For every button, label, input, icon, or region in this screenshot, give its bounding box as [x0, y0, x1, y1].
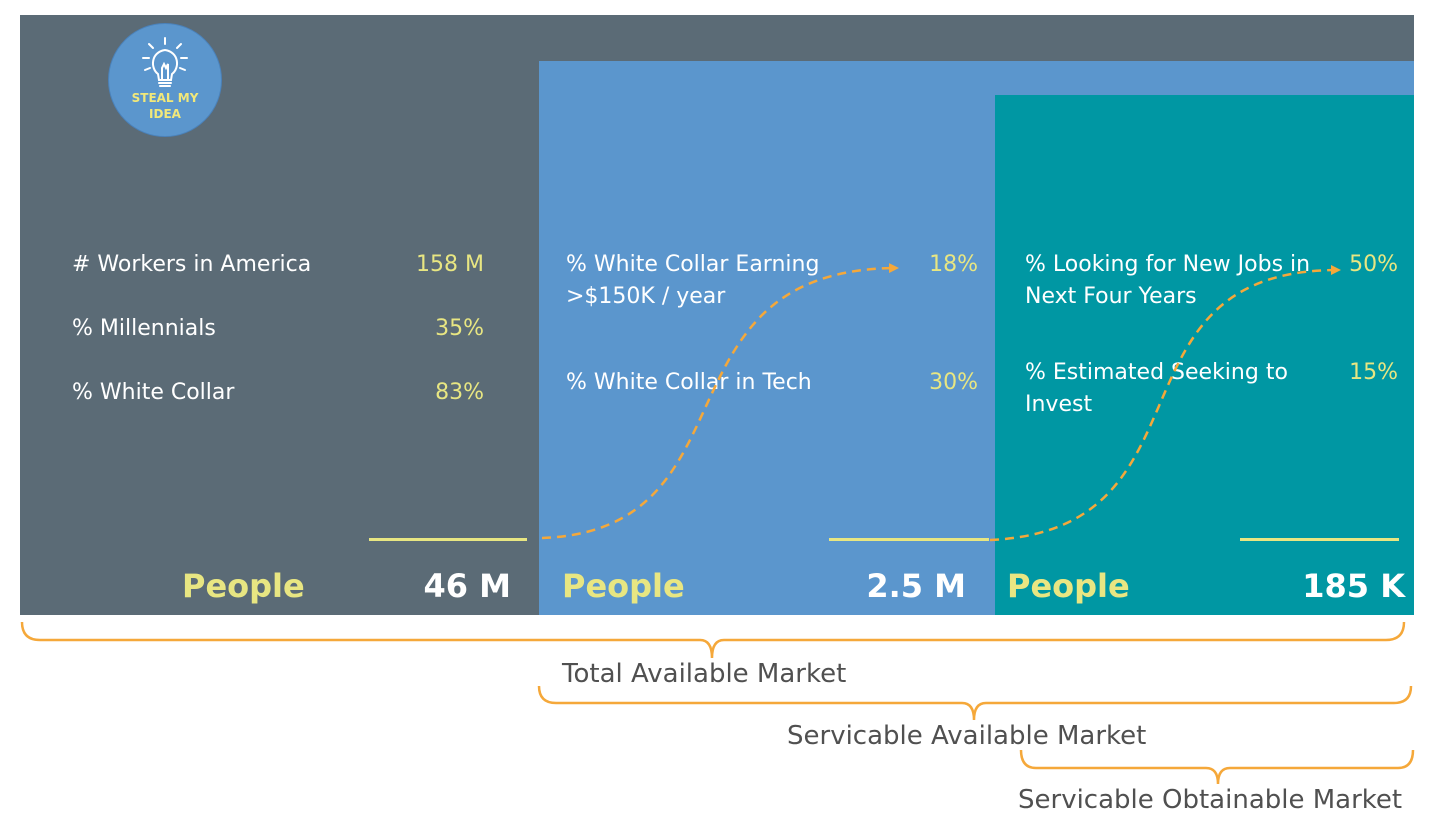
sam-row-value: 30% — [929, 370, 978, 395]
tam-total-value: 46 M — [423, 567, 511, 605]
som-row-label: % Looking for New Jobs in Next Four Year… — [1025, 252, 1311, 309]
sam-total-rule — [829, 538, 989, 541]
servicable-available-market-label: Servicable Available Market — [787, 721, 1147, 751]
som-total-rule — [1240, 538, 1399, 541]
servicable-available-market-bracket — [537, 685, 1413, 721]
tam-row-label: % Millennials — [72, 316, 216, 341]
sam-total-value: 2.5 M — [866, 567, 966, 605]
tam-row-value: 83% — [435, 380, 484, 405]
tam-people-label: People — [182, 567, 305, 605]
som-people-label: People — [1007, 567, 1130, 605]
sam-people-label: People — [562, 567, 685, 605]
tam-total-rule — [369, 538, 527, 541]
tam-row-value: 35% — [435, 316, 484, 341]
total-available-market-bracket — [20, 621, 1406, 659]
tam-row-label: # Workers in America — [72, 252, 312, 277]
lightbulb-icon — [142, 37, 188, 87]
som-row-value: 50% — [1349, 252, 1398, 277]
sam-row-value: 18% — [929, 252, 978, 277]
sam-row-label: % White Collar in Tech — [566, 370, 812, 395]
som-total-value: 185 K — [1302, 567, 1405, 605]
servicable-obtainable-market-bracket — [1019, 749, 1415, 785]
total-available-market-label: Total Available Market — [562, 659, 847, 689]
tam-row-value: 158 M — [416, 252, 484, 277]
logo-text: STEAL MY IDEA — [131, 91, 199, 121]
steal-my-idea-logo: STEAL MY IDEA — [108, 23, 222, 137]
som-panel — [995, 95, 1414, 615]
som-row-value: 15% — [1349, 360, 1398, 385]
sam-row-label: % White Collar Earning >$150K / year — [566, 252, 820, 309]
som-row-label: % Estimated Seeking to Invest — [1025, 360, 1288, 417]
tam-row-label: % White Collar — [72, 380, 235, 405]
servicable-obtainable-market-label: Servicable Obtainable Market — [1018, 785, 1403, 815]
